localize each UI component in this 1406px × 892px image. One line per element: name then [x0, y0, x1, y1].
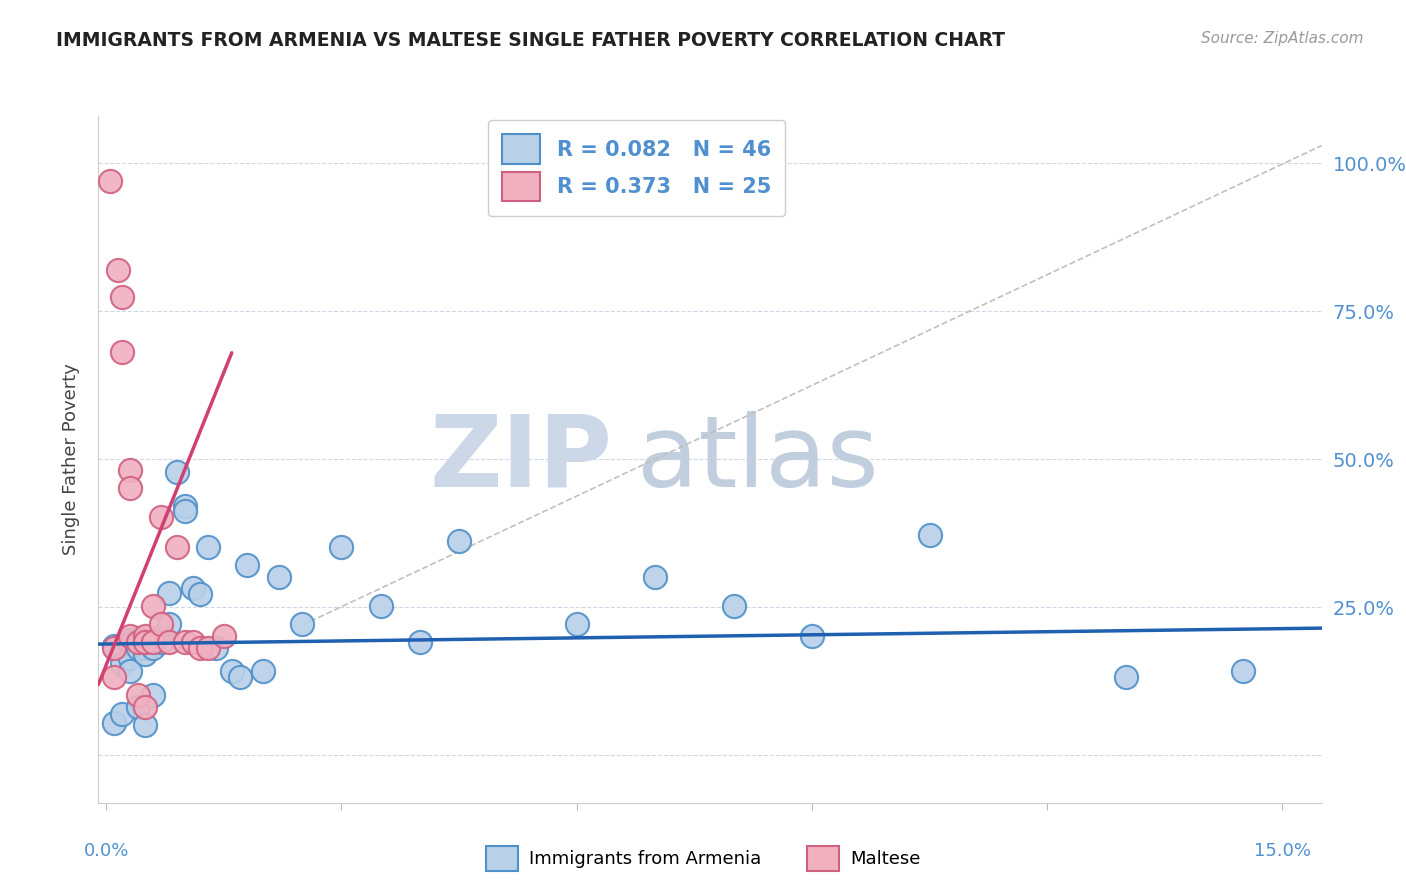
Point [134, 647, 156, 661]
Point [118, 650, 141, 665]
Point [134, 699, 156, 714]
Point [370, 599, 392, 614]
Point [205, 640, 228, 655]
Point [157, 617, 180, 632]
Y-axis label: Single Father Poverty: Single Father Poverty [62, 363, 80, 556]
Point [181, 582, 204, 596]
Point [134, 629, 156, 643]
Point [918, 528, 941, 542]
Text: IMMIGRANTS FROM ARMENIA VS MALTESE SINGLE FATHER POVERTY CORRELATION CHART: IMMIGRANTS FROM ARMENIA VS MALTESE SINGL… [56, 31, 1005, 50]
Point [134, 640, 156, 655]
Point [127, 688, 149, 702]
Point [103, 670, 125, 684]
Point [330, 540, 353, 554]
Point [118, 481, 141, 495]
Point [1232, 665, 1254, 679]
Point [127, 699, 149, 714]
Point [142, 634, 165, 648]
Point [127, 636, 149, 650]
Text: 15.0%: 15.0% [1254, 842, 1310, 860]
Point [221, 665, 243, 679]
Point [565, 617, 588, 632]
Point [181, 634, 204, 648]
Point [103, 715, 125, 730]
Point [98, 174, 121, 188]
Text: atlas: atlas [637, 411, 879, 508]
Legend: Immigrants from Armenia, Maltese: Immigrants from Armenia, Maltese [478, 838, 928, 879]
Point [118, 463, 141, 477]
Point [236, 558, 259, 572]
Legend: R = 0.082   N = 46, R = 0.373   N = 25: R = 0.082 N = 46, R = 0.373 N = 25 [488, 120, 786, 216]
Point [267, 569, 290, 583]
Point [111, 289, 134, 303]
Text: 0.0%: 0.0% [83, 842, 129, 860]
Point [188, 587, 212, 601]
Point [188, 640, 212, 655]
Point [127, 634, 149, 648]
Point [111, 706, 134, 721]
Point [409, 634, 432, 648]
Point [142, 640, 165, 655]
Point [103, 640, 125, 655]
Point [127, 631, 149, 645]
Point [111, 657, 134, 671]
Point [118, 629, 141, 643]
Point [157, 634, 180, 648]
Point [228, 670, 250, 684]
Point [118, 632, 141, 647]
Point [291, 617, 314, 632]
Point [142, 599, 165, 614]
Point [103, 639, 125, 653]
Point [173, 499, 195, 513]
Point [134, 717, 156, 731]
Point [723, 599, 745, 614]
Point [150, 510, 173, 524]
Point [150, 630, 173, 644]
Point [150, 634, 173, 648]
Point [127, 640, 149, 655]
Point [142, 688, 165, 702]
Point [212, 629, 235, 643]
Point [173, 504, 195, 518]
Text: ZIP: ZIP [429, 411, 612, 508]
Point [150, 617, 173, 632]
Point [1115, 670, 1137, 684]
Point [173, 634, 195, 648]
Point [801, 629, 824, 643]
Point [166, 466, 188, 480]
Point [111, 344, 134, 359]
Text: Source: ZipAtlas.com: Source: ZipAtlas.com [1201, 31, 1364, 46]
Point [107, 263, 129, 277]
Point [252, 665, 274, 679]
Point [197, 640, 219, 655]
Point [142, 634, 165, 648]
Point [197, 540, 219, 554]
Point [118, 637, 141, 651]
Point [644, 569, 666, 583]
Point [157, 585, 180, 599]
Point [118, 665, 141, 679]
Point [134, 634, 156, 648]
Point [449, 534, 471, 549]
Point [166, 540, 188, 554]
